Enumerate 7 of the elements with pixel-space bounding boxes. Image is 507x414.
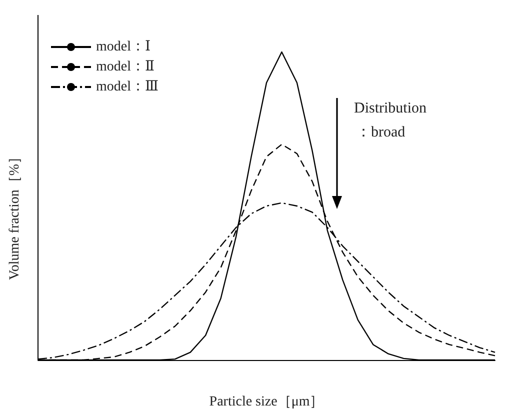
legend-label: model：Ⅲ: [96, 80, 158, 94]
annotation: ：broad: [356, 124, 406, 140]
x-axis-title: Particle size［μm］: [209, 394, 324, 410]
legend-label: model：Ⅰ: [96, 40, 151, 54]
legend-label: model：Ⅱ: [96, 60, 155, 74]
y-axis-title: Volume fraction［%］: [8, 150, 22, 280]
annotation: Distribution: [354, 100, 427, 116]
